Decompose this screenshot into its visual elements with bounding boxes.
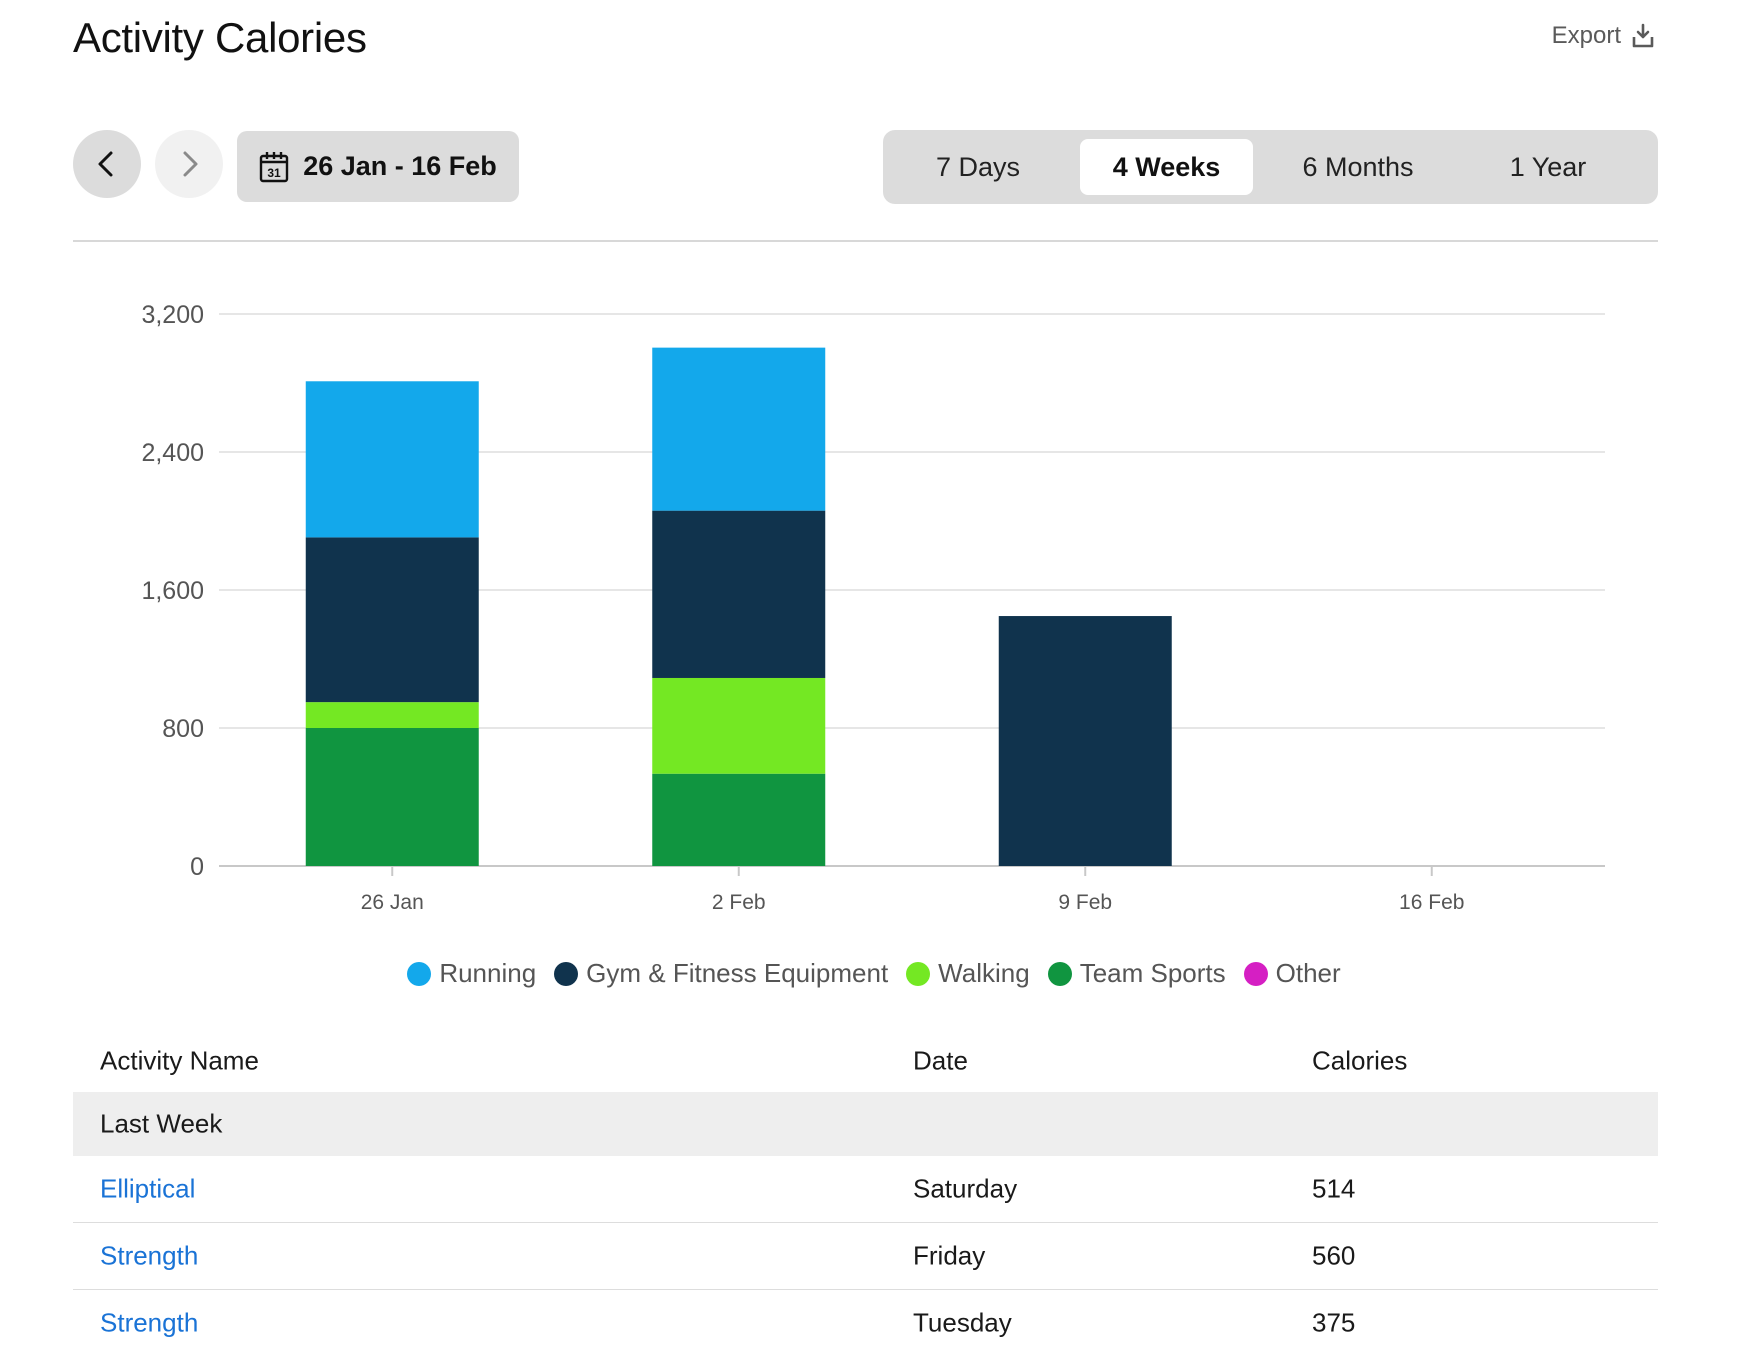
y-tick-label: 1,600 [141,577,204,605]
legend-dot-team-sports [1047,961,1072,986]
column-header-date: Date [913,1045,968,1076]
calendar-icon: 31 [260,151,289,182]
activity-link[interactable]: Strength [100,1240,199,1271]
activity-calories: 375 [1312,1307,1356,1338]
y-tick-label: 2,400 [141,439,204,467]
activity-calories: 514 [1312,1173,1356,1204]
chart-legend: Running Gym & Fitness Equipment Walking … [0,958,1748,989]
group-label: Last Week [100,1108,223,1139]
calendar-day-number: 31 [268,166,282,180]
legend-dot-gym-fitness [554,961,579,986]
activity-link[interactable]: Strength [100,1307,199,1338]
tab-7-days[interactable]: 7 Days [935,151,1021,182]
activity-date: Tuesday [913,1307,1012,1338]
x-tick-label: 26 Jan [361,891,424,914]
legend-dot-other [1243,961,1268,986]
activity-date: Friday [913,1240,986,1271]
table-header: Activity Name Date Calories [73,1030,1658,1092]
bar-segment [652,510,826,678]
column-header-calories: Calories [1312,1045,1408,1076]
page-title: Activity Calories [73,14,367,61]
y-tick-label: 3,200 [141,301,204,329]
legend-item-team-sports[interactable]: Team Sports [1047,958,1226,989]
activity-table: Activity Name Date Calories Last Week El… [73,1030,1658,1356]
export-button[interactable]: Export [1552,22,1655,50]
bar-segment [652,677,826,774]
bar-segment [305,728,479,866]
table-row: Elliptical Saturday 514 [73,1156,1658,1223]
table-row: Strength Tuesday 375 [73,1290,1658,1356]
legend-label-team-sports: Team Sports [1079,958,1226,988]
column-header-activity-name: Activity Name [100,1045,259,1076]
activity-calories-chart: 0 800 1,600 2,400 3,200 26 Jan 2 Feb 9 Feb 16 Fe… [141,301,1605,914]
export-icon [1632,23,1654,48]
activity-date: Saturday [913,1173,1018,1204]
date-range-label: 26 Jan - 16 Feb [303,151,497,181]
bar-segment [652,773,826,866]
legend-item-other[interactable]: Other [1243,958,1341,989]
legend-label-walking: Walking [938,958,1030,988]
table-row: Strength Friday 560 [73,1223,1658,1290]
date-range-button[interactable]: 31 26 Jan - 16 Feb [237,131,519,202]
legend-item-walking[interactable]: Walking [906,958,1030,989]
chevron-right-icon [183,151,198,177]
legend-item-running[interactable]: Running [407,958,536,989]
bar-segment [305,702,479,728]
header-divider [73,240,1658,242]
legend-item-gym-fitness[interactable]: Gym & Fitness Equipment [554,958,888,989]
tab-1-year[interactable]: 1 Year [1509,151,1587,182]
x-tick-label: 16 Feb [1399,891,1464,914]
chevron-left-icon [98,151,113,177]
bar-segment [305,381,479,538]
y-tick-label: 800 [162,715,204,743]
legend-dot-walking [906,961,931,986]
legend-label-gym-fitness: Gym & Fitness Equipment [586,958,889,988]
tab-6-months[interactable]: 6 Months [1302,151,1414,182]
x-tick-label: 9 Feb [1058,891,1112,914]
activity-calories: 560 [1312,1240,1356,1271]
time-range-selector: 7 Days 4 Weeks 6 Months 1 Year [883,130,1658,204]
bar-segment [998,616,1172,866]
legend-dot-running [407,961,432,986]
previous-period-button[interactable] [73,130,141,198]
y-tick-label: 0 [190,853,204,881]
legend-label-running: Running [439,958,537,988]
activity-link[interactable]: Elliptical [100,1173,196,1204]
tab-4-weeks[interactable]: 4 Weeks [1080,139,1253,195]
export-label: Export [1551,22,1621,49]
table-group-header: Last Week [73,1092,1658,1156]
bar-segment [305,537,479,703]
bar-segment [652,347,826,511]
next-period-button[interactable] [155,130,223,198]
legend-label-other: Other [1275,958,1341,988]
x-tick-label: 2 Feb [712,891,766,914]
